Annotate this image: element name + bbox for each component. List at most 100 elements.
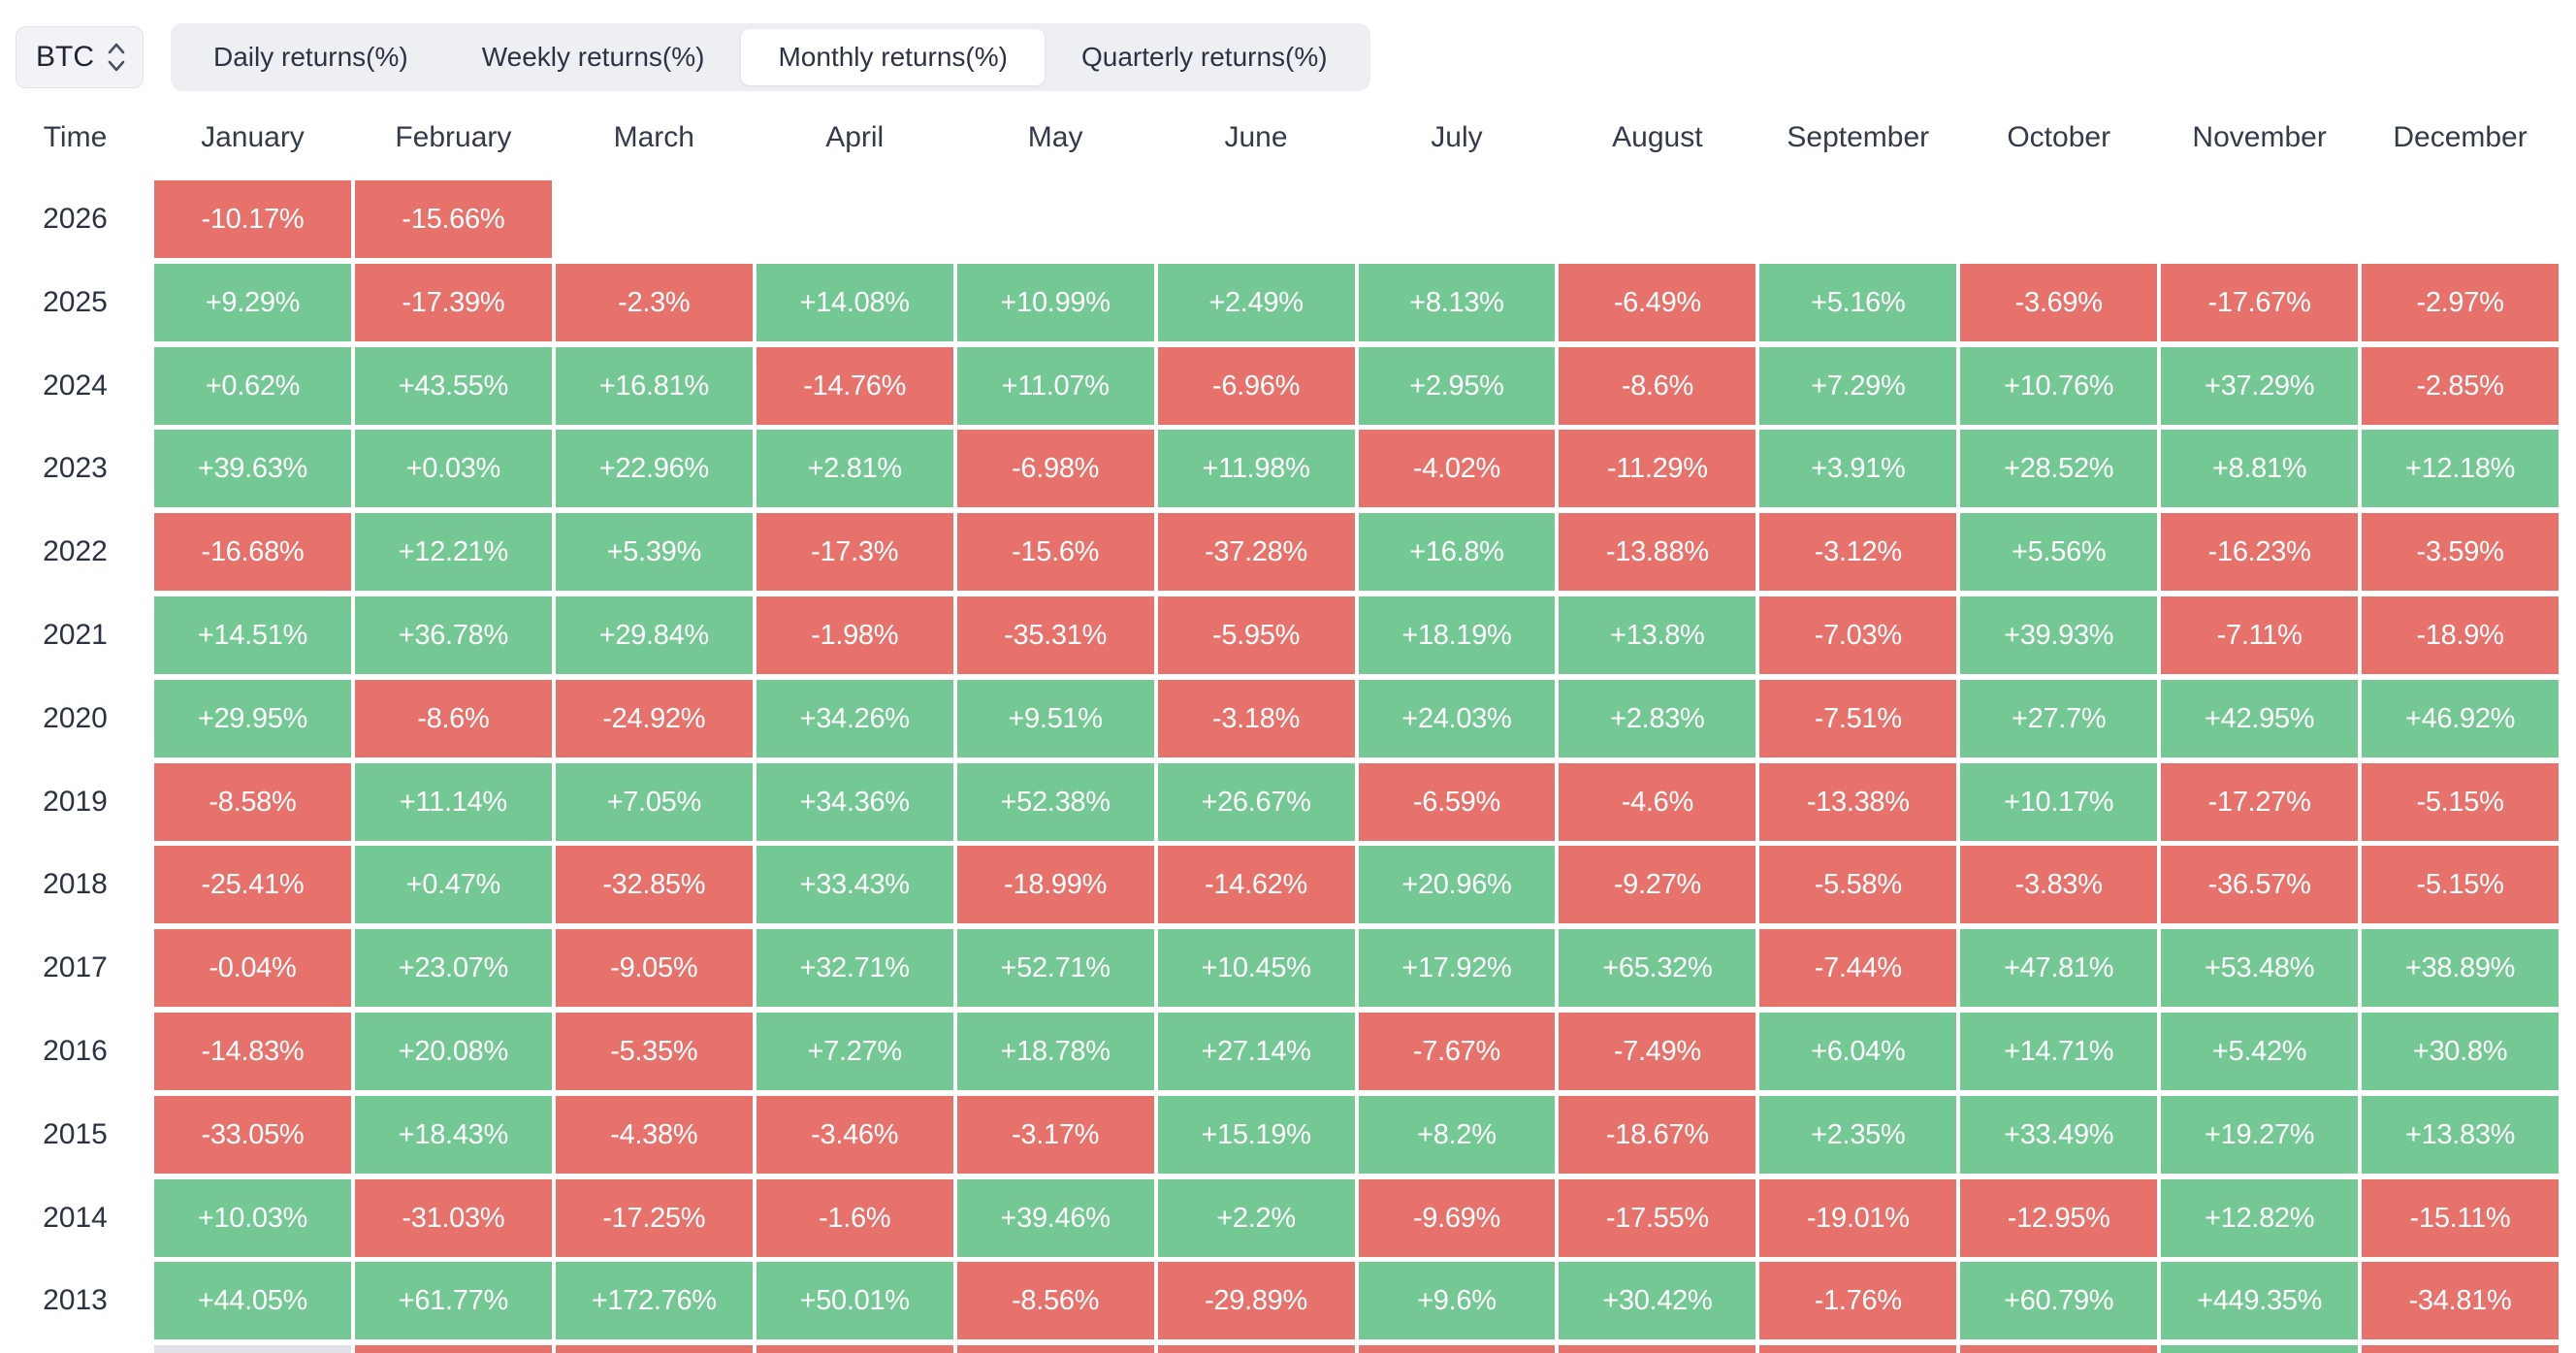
return-cell: +29.95% [154,679,351,757]
month-column-header: June [1224,121,1288,153]
return-cell: +12.21% [354,513,552,592]
year-label: 2015 [43,1117,108,1150]
return-cell [757,180,953,258]
return-cell: +32.71% [756,929,953,1008]
year-label: 2025 [43,285,108,318]
return-cell: +33.43% [756,846,953,924]
return-cell: +10.76% [1960,346,2158,425]
asset-selector[interactable]: BTC [16,26,144,88]
return-cell: +16.8% [1358,513,1556,592]
return-cell: +22.96% [555,430,753,508]
return-cell: +26.67% [1157,762,1355,841]
return-cell: -8.6% [354,679,552,757]
month-column-header: October [2007,121,2111,153]
return-cell: -29.89% [1157,1262,1355,1340]
return-cell: +38.89% [2362,929,2559,1008]
return-cell: +30.8% [2362,1012,2559,1090]
return-cell: -13.88% [1559,513,1756,592]
return-cell: +8.2% [1358,1095,1556,1174]
month-column-header: November [2192,121,2327,153]
return-cell: +14.71% [1960,1012,2158,1090]
partial-return-cell [1157,1345,1355,1353]
month-column-header: July [1431,121,1483,153]
return-cell: -15.11% [2362,1178,2559,1257]
return-cell: +2.95% [1358,346,1556,425]
table-row: 2018 -25.41% +0.47% -32.85% +33.43% -18.99% -1… [0,846,2559,924]
table-row: 2023 +39.63% +0.03% +22.96% +2.81% -6.98% +11.… [0,430,2559,508]
return-cell: +172.76% [555,1262,753,1340]
month-column-header: March [613,121,694,153]
partial-return-cell [756,1345,953,1353]
return-cell: +0.03% [354,430,552,508]
returns-period-tabs: Daily returns(%) Weekly returns(%) Monthly… [171,23,1370,91]
table-row: 2016 -14.83% +20.08% -5.35% +7.27% +18.78% +27… [0,1012,2559,1090]
table-header-row: Time January February March April May June July… [0,111,2559,165]
return-cell: +37.29% [2161,346,2359,425]
return-cell: -14.83% [154,1012,351,1090]
table-row: 2019 -8.58% +11.14% +7.05% +34.36% +52.38% +26… [0,762,2559,841]
return-cell: +6.04% [1759,1012,1957,1090]
return-cell: -6.96% [1157,346,1355,425]
return-cell [1559,180,1755,258]
partial-return-cell [1358,1345,1556,1353]
return-cell: -18.99% [956,846,1154,924]
partial-return-cell [154,1345,351,1353]
return-cell: -35.31% [956,596,1154,674]
table-row: 2022 -16.68% +12.21% +5.39% -17.3% -15.6% -37.… [0,513,2559,592]
return-cell: -34.81% [2362,1262,2559,1340]
return-cell: -7.51% [1759,679,1957,757]
return-cell: +10.03% [154,1178,351,1257]
month-column-header: December [2393,121,2528,153]
return-cell: -17.55% [1559,1178,1756,1257]
return-cell [1158,180,1355,258]
tab-monthly[interactable]: Monthly returns(%) [741,29,1045,85]
return-cell: +11.14% [354,762,552,841]
return-cell [1359,180,1556,258]
year-label: 2019 [43,785,108,818]
return-cell: +2.83% [1559,679,1756,757]
return-cell: +12.18% [2362,430,2559,508]
return-cell: -1.6% [756,1178,953,1257]
year-label: 2020 [43,701,108,734]
tab-daily[interactable]: Daily returns(%) [177,29,445,85]
return-cell [2161,180,2358,258]
return-cell: -10.17% [154,180,351,258]
return-cell: +60.79% [1960,1262,2158,1340]
return-cell: -9.69% [1358,1178,1556,1257]
return-cell: -15.66% [354,180,552,258]
return-cell: -8.56% [956,1262,1154,1340]
return-cell: -1.76% [1759,1262,1957,1340]
return-cell: -7.49% [1559,1012,1756,1090]
return-cell: +39.46% [956,1178,1154,1257]
return-cell: -17.25% [555,1178,753,1257]
partial-return-cell [354,1345,552,1353]
return-cell: -18.67% [1559,1095,1756,1174]
table-row: 2013 +44.05% +61.77% +172.76% +50.01% -8.56% -… [0,1262,2559,1340]
return-cell: -3.69% [1960,263,2158,341]
return-cell: -24.92% [555,679,753,757]
return-cell: -15.6% [956,513,1154,592]
return-cell: +9.51% [956,679,1154,757]
return-cell: +29.84% [555,596,753,674]
return-cell: +47.81% [1960,929,2158,1008]
year-label: 2018 [43,868,108,901]
return-cell: +34.26% [756,679,953,757]
return-cell: -31.03% [354,1178,552,1257]
return-cell: +36.78% [354,596,552,674]
tab-quarterly[interactable]: Quarterly returns(%) [1045,29,1365,85]
return-cell: +7.27% [756,1012,953,1090]
return-cell: -16.23% [2161,513,2359,592]
return-cell: -12.95% [1960,1178,2158,1257]
return-cell: +11.07% [956,346,1154,425]
table-row: 2021 +14.51% +36.78% +29.84% -1.98% -35.31% -5… [0,596,2559,674]
return-cell: -7.67% [1358,1012,1556,1090]
return-cell: +7.05% [555,762,753,841]
return-cell: -2.3% [555,263,753,341]
return-cell: -17.67% [2161,263,2359,341]
tab-weekly[interactable]: Weekly returns(%) [445,29,742,85]
return-cell: +46.92% [2362,679,2559,757]
return-cell: +5.39% [555,513,753,592]
return-cell: -32.85% [555,846,753,924]
return-cell: -9.05% [555,929,753,1008]
return-cell: -6.59% [1358,762,1556,841]
